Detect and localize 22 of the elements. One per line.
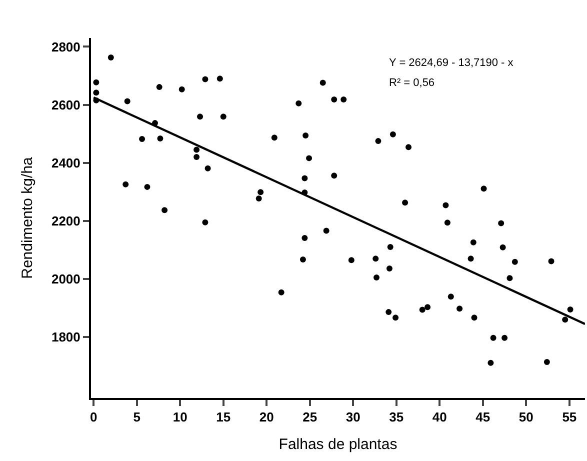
y-tick-label: 2800 [51, 39, 80, 54]
x-tick-label: 35 [389, 410, 404, 425]
x-tick-label: 55 [562, 410, 577, 425]
y-tick-label: 2600 [51, 97, 80, 112]
x-tick-label: 25 [302, 410, 318, 425]
x-tick-label: 45 [476, 410, 490, 425]
x-tick-label: 15 [216, 410, 231, 425]
y-tick-label: 2000 [51, 272, 80, 287]
x-tick-label: 50 [518, 410, 534, 425]
y-axis-title: Rendimento kg/ha [19, 156, 36, 279]
annotation: Y = 2624,69 - 13,7190 - x [389, 57, 514, 69]
x-tick-label: 0 [90, 410, 98, 425]
y-tick-label: 1800 [51, 330, 80, 345]
x-axis-title: Falhas de plantas [278, 436, 398, 454]
x-tick-label: 10 [172, 410, 188, 425]
y-tick-label: 2400 [51, 155, 80, 170]
x-tick-label: 30 [346, 410, 360, 425]
annotation: R² = 0,56 [389, 77, 435, 89]
x-tick-label: 20 [259, 410, 274, 425]
y-tick-label: 2200 [51, 213, 80, 228]
x-tick-label: 40 [432, 410, 447, 425]
x-tick-label: 5 [133, 410, 140, 425]
